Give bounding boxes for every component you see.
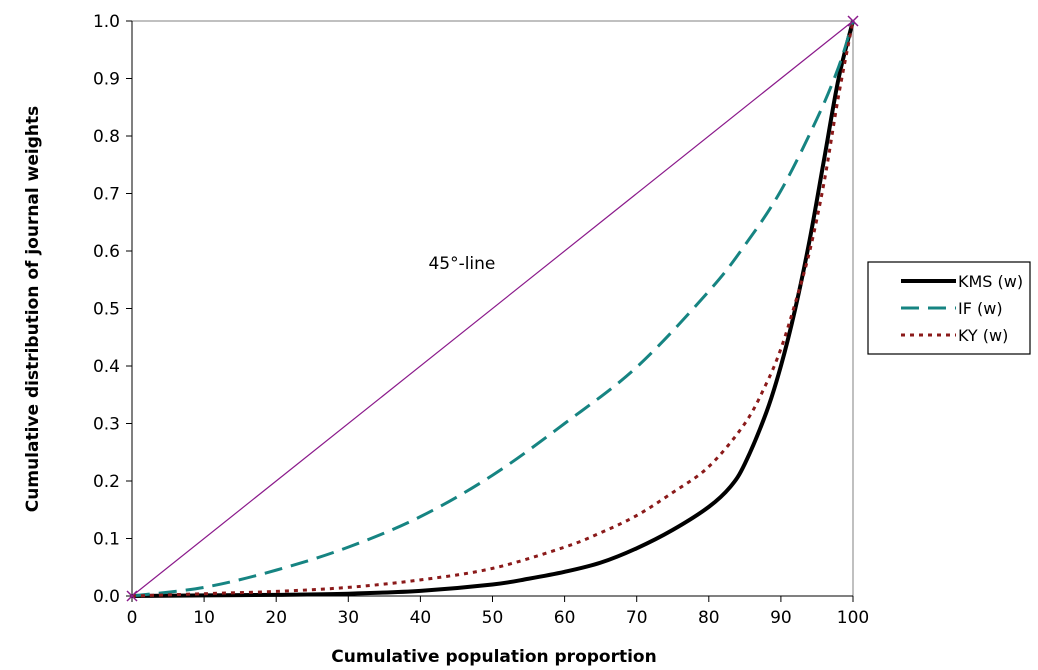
legend-label-1: IF (w) [958,299,1003,318]
x-axis-ticks: 0 10 20 30 40 50 60 70 80 90 100 [127,596,869,628]
y-axis-title: Cumulative distribution of journal weigh… [23,106,43,512]
x-tick-label: 0 [127,608,138,628]
x-tick-label: 30 [337,608,359,628]
y-tick-label: 0.9 [93,70,120,90]
x-tick-label: 10 [193,608,215,628]
x-tick-label: 40 [410,608,432,628]
series-line-1 [131,20,855,598]
y-tick-label: 1.0 [93,12,120,32]
x-tick-label: 90 [770,608,792,628]
reference-line-45 [131,20,854,597]
y-tick-label: 0.5 [93,300,120,320]
legend-label-2: KY (w) [958,326,1008,345]
reference-markers [126,15,859,602]
series-line-0 [131,20,855,598]
legend: KMS (w) IF (w) KY (w) [867,261,1031,355]
y-tick-label: 0.8 [93,127,120,147]
x-axis-title: Cumulative population proportion [331,647,656,667]
x-tick-label: 60 [554,608,576,628]
x-tick-label: 70 [626,608,648,628]
y-axis-ticks: 0.0 0.1 0.2 0.3 0.4 0.5 0.6 0.7 0.8 0.9 1.0 [93,12,132,607]
reference-line-label: 45°-line [428,254,495,274]
y-tick-label: 0.0 [93,587,120,607]
legend-box [867,261,1031,355]
x-tick-label: 20 [265,608,287,628]
x-tick-label: 50 [482,608,504,628]
y-tick-label: 0.3 [93,415,120,435]
x-tick-label: 100 [837,608,869,628]
y-tick-label: 0.7 [93,185,120,205]
y-tick-label: 0.2 [93,472,120,492]
y-tick-label: 0.1 [93,530,120,550]
endpoint-marker-1 [847,15,859,27]
y-tick-label: 0.4 [93,357,120,377]
endpoint-marker-0 [126,590,138,602]
series-line-2 [131,20,855,598]
x-tick-label: 80 [698,608,720,628]
series-layer [131,20,855,598]
legend-label-0: KMS (w) [958,272,1023,291]
y-tick-label: 0.6 [93,242,120,262]
